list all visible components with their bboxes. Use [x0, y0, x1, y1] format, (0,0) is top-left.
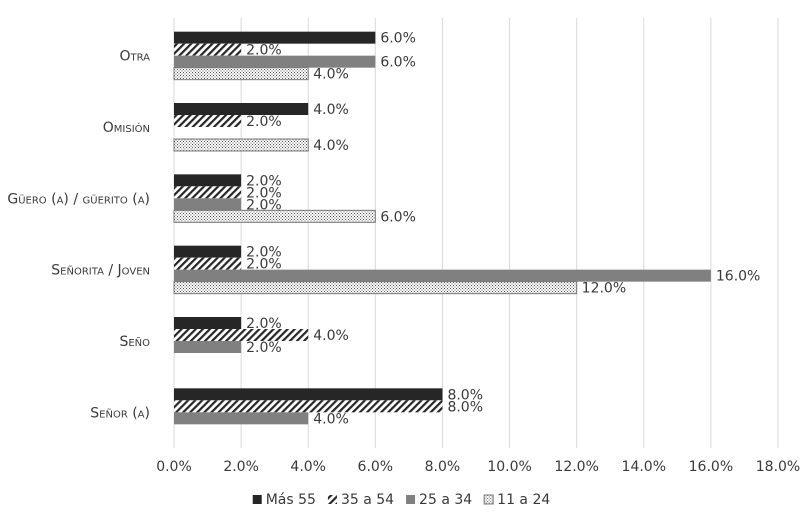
category-labels: Otra Omisión Güero (a) / güerito (a) Señori… [7, 49, 150, 422]
x-tick-label: 18.0% [756, 459, 800, 475]
x-tick-label: 12.0% [554, 459, 598, 475]
bar-otra-25-a-34 [174, 55, 376, 68]
legend-item-mas-55: Más 55 [252, 492, 316, 508]
bar-seno-35-a-54 [174, 329, 309, 341]
legend: Más 55 35 a 54 25 a 34 11 a 24 [252, 492, 550, 508]
bar-seno-25-a-34 [174, 341, 242, 353]
data-label: 2.0% [246, 245, 282, 261]
bar-omision-35-a-54 [174, 115, 242, 127]
x-tick-label: 0.0% [156, 459, 192, 475]
legend-swatch [483, 494, 494, 505]
legend-label: 25 a 34 [419, 492, 472, 508]
x-tick-label: 10.0% [487, 459, 531, 475]
data-label: 4.0% [313, 328, 349, 344]
bar-senorita-joven-11-a-24 [173, 281, 578, 295]
legend-item-25-a-34: 25 a 34 [406, 492, 472, 508]
category-label-senorita-joven: Señorita / Joven [51, 263, 150, 279]
data-label: 4.0% [313, 411, 349, 427]
data-label: 4.0% [313, 138, 349, 154]
data-label: 8.0% [447, 399, 483, 415]
legend-swatch [327, 495, 337, 504]
bar-otra-35-a-54 [174, 43, 242, 56]
data-label: 12.0% [582, 281, 626, 297]
x-tick-label: 6.0% [358, 459, 394, 475]
bars [173, 31, 711, 425]
category-label-otra: Otra [119, 49, 150, 65]
x-tick-label: 4.0% [290, 459, 326, 475]
data-label: 2.0% [246, 43, 282, 59]
legend-swatch [406, 495, 416, 504]
category-label-seno: Seño [119, 334, 150, 350]
data-label: 2.0% [246, 173, 282, 189]
data-label: 2.0% [246, 185, 282, 201]
data-label: 6.0% [380, 31, 416, 47]
bar-otra-mas-55 [174, 31, 376, 44]
bar-omision-mas-55 [174, 103, 309, 115]
bar-seno-mas-55 [174, 317, 242, 329]
data-label: 2.0% [246, 257, 282, 273]
legend-item-11-a-24: 11 a 24 [483, 492, 550, 508]
legend-item-35-a-54: 35 a 54 [327, 492, 394, 508]
bar-senorita-joven-35-a-54 [174, 257, 242, 270]
data-label: 4.0% [313, 67, 349, 83]
bar-senor-a-25-a-34 [174, 412, 309, 425]
data-label: 6.0% [380, 209, 416, 225]
legend-label: 35 a 54 [341, 492, 394, 508]
data-label: 2.0% [246, 114, 282, 130]
bar-guero-a-guerito-a-mas-55 [174, 174, 242, 187]
data-label: 2.0% [246, 340, 282, 356]
category-label-guero-a-guerito-a: Güero (a) / güerito (a) [7, 191, 150, 207]
x-tick-label: 14.0% [622, 459, 666, 475]
bar-senorita-joven-mas-55 [174, 245, 242, 258]
bar-guero-a-guerito-a-11-a-24 [173, 209, 376, 223]
data-label: 4.0% [313, 102, 349, 118]
bar-otra-11-a-24 [173, 67, 309, 81]
legend-label: Más 55 [266, 492, 316, 508]
x-tick-label: 8.0% [425, 459, 461, 475]
gridlines [173, 18, 779, 448]
data-label: 6.0% [380, 55, 416, 71]
data-label: 2.0% [246, 197, 282, 213]
bar-senor-a-35-a-54 [174, 400, 443, 413]
bar-omision-11-a-24 [173, 138, 309, 152]
bar-guero-a-guerito-a-25-a-34 [174, 198, 242, 211]
bar-senorita-joven-25-a-34 [174, 269, 711, 282]
data-label: 2.0% [246, 316, 282, 332]
x-tick-label: 2.0% [223, 459, 259, 475]
legend-label: 11 a 24 [497, 492, 550, 508]
x-tick-label: 16.0% [689, 459, 733, 475]
bar-senor-a-mas-55 [174, 388, 443, 401]
category-label-omision: Omisión [103, 120, 150, 136]
category-label-senor-a: Señor (a) [90, 405, 150, 421]
x-axis-tick-labels: 0.0% 2.0% 4.0% 6.0% 8.0% 10.0% 12.0% 14.0% 16.0%… [156, 459, 800, 475]
bar-guero-a-guerito-a-35-a-54 [174, 186, 242, 199]
data-label: 16.0% [716, 269, 760, 285]
data-labels: 6.0%2.0%6.0%4.0%4.0%2.0%4.0%2.0%2.0%2.0%… [246, 31, 760, 428]
data-label: 8.0% [447, 387, 483, 403]
legend-swatch [252, 495, 262, 504]
